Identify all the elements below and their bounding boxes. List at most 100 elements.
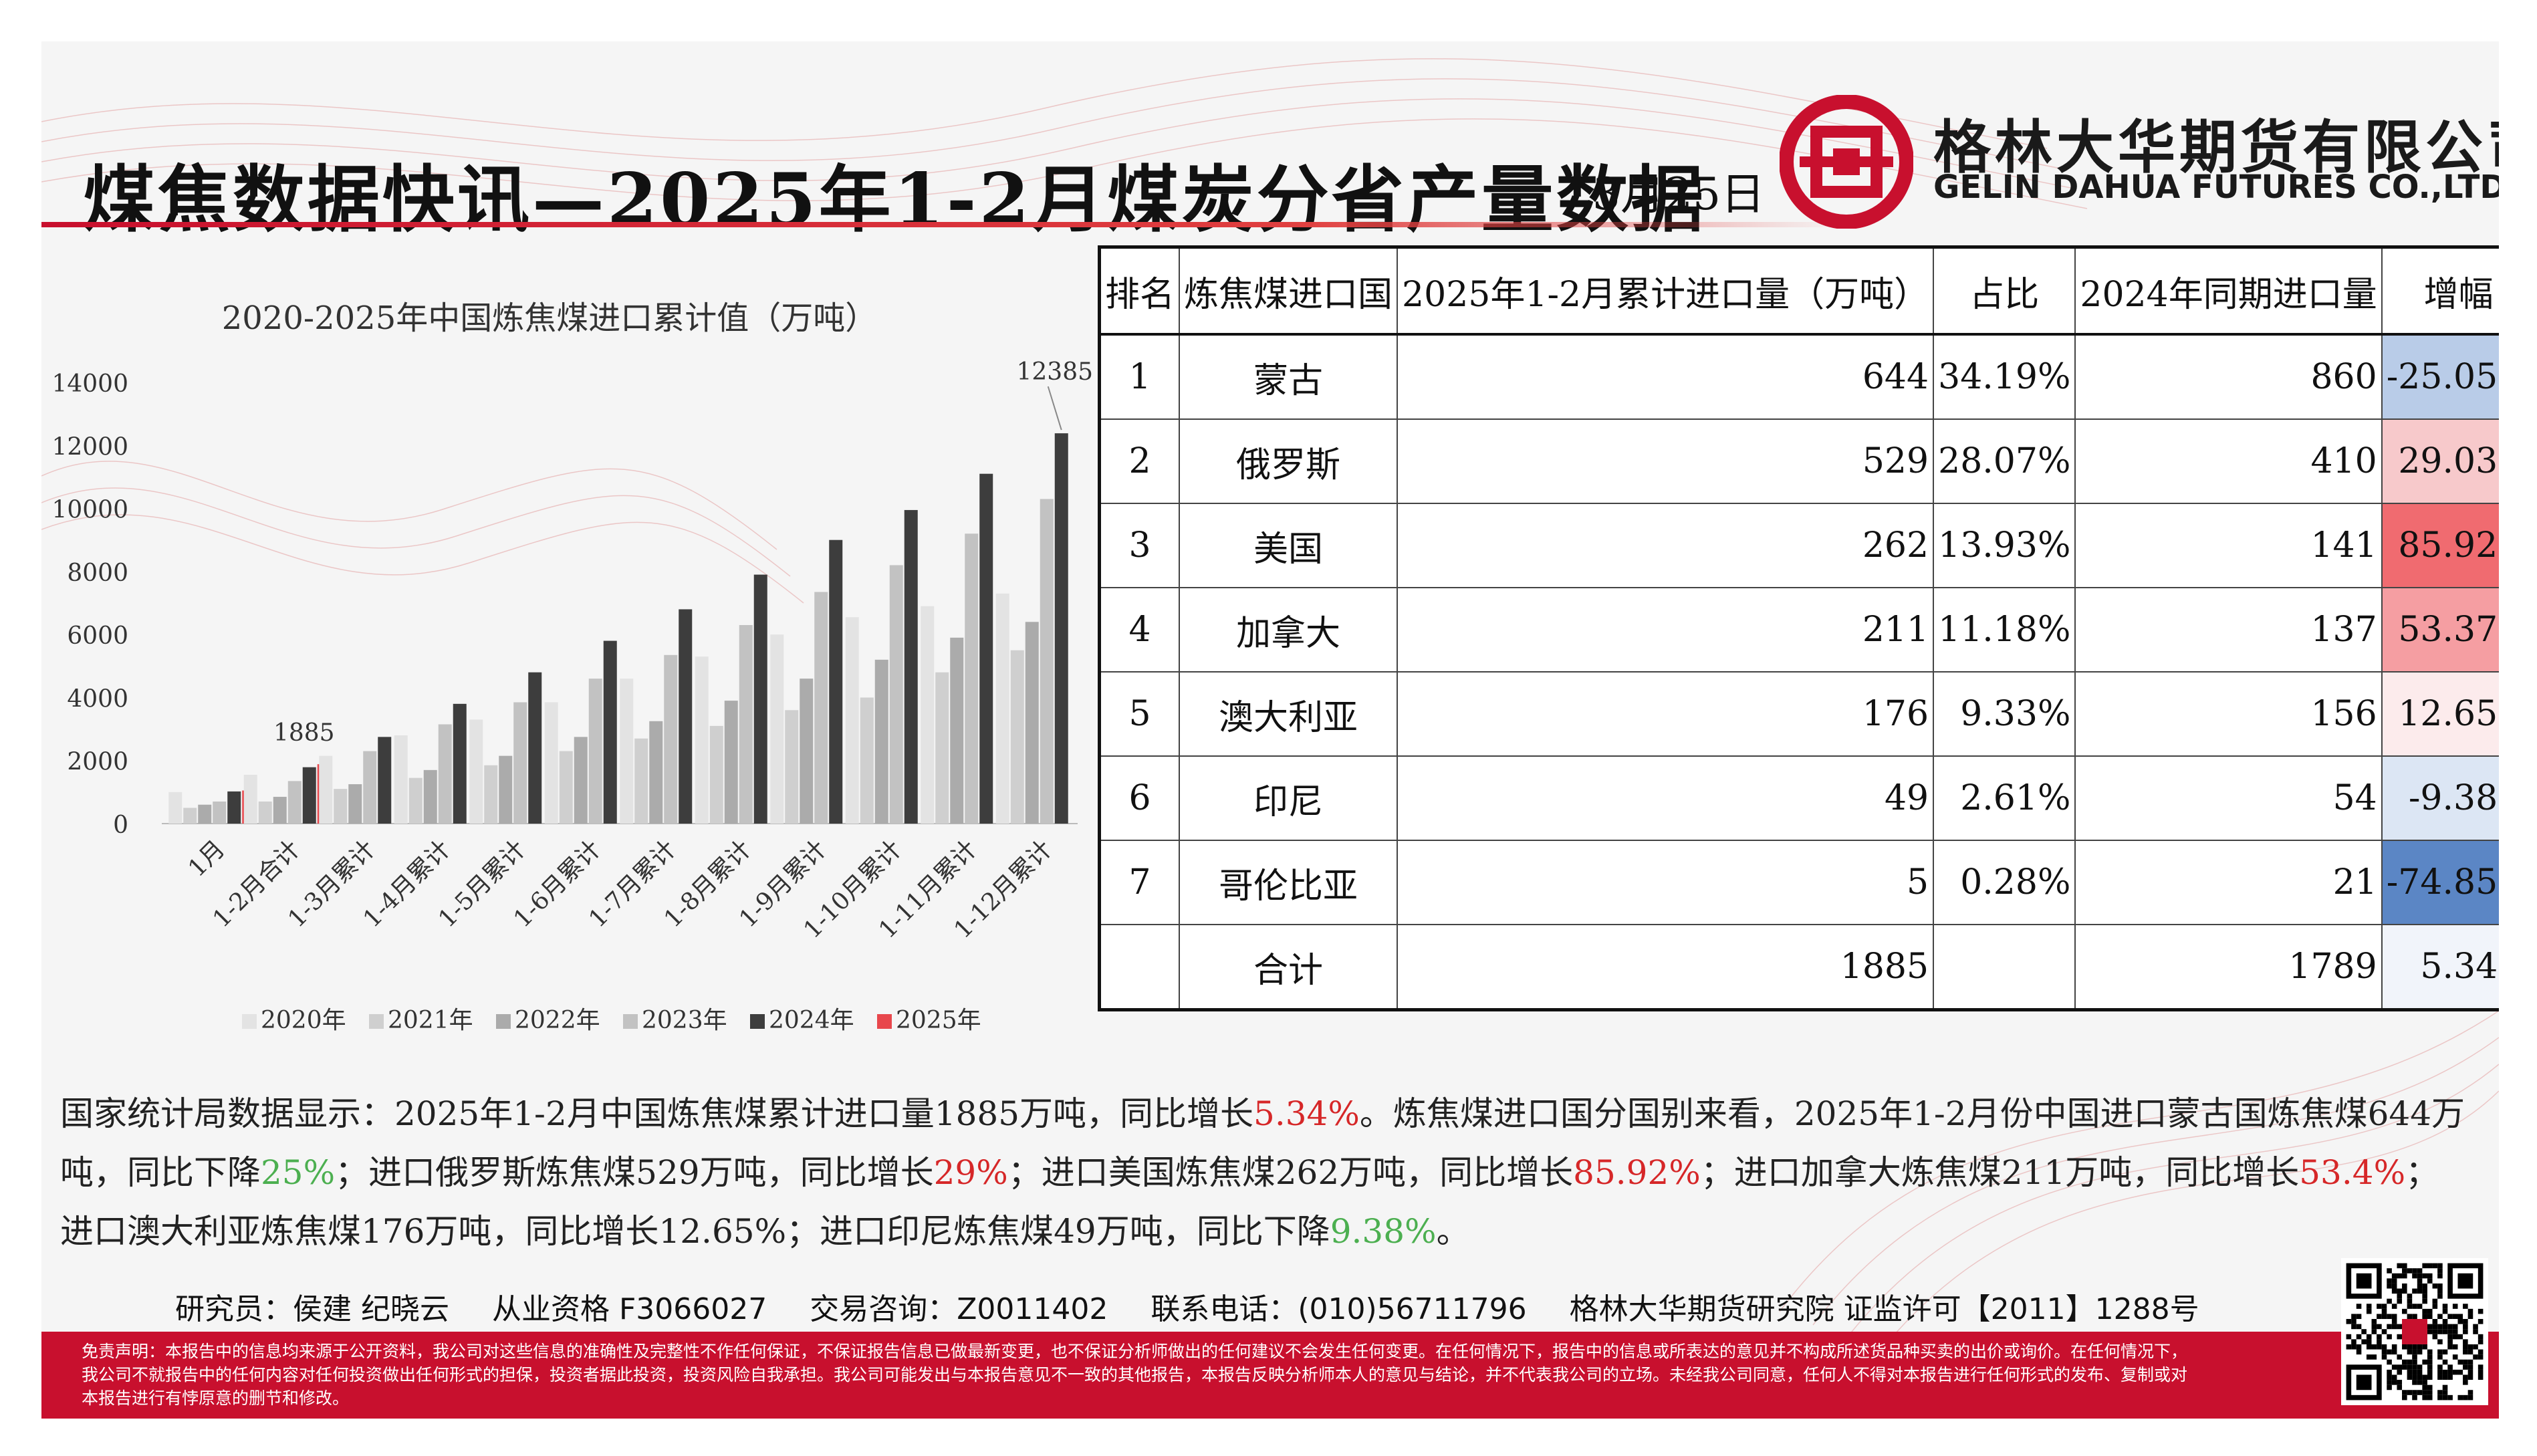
bar: [438, 724, 452, 824]
footer-license: 从业资格 F3066027: [492, 1292, 767, 1326]
summary-text: ；进口澳大利亚炼焦煤176万吨，同比增长12.65%；进口印尼炼焦煤49万吨，同…: [60, 1153, 2439, 1251]
legend-label: 2023年: [642, 1007, 727, 1034]
bar: [213, 802, 227, 824]
legend-swatch: [750, 1014, 765, 1029]
y-tick-label: 12000: [51, 433, 128, 461]
summary-text: ；进口俄罗斯炼焦煤529万吨，同比增长: [335, 1153, 934, 1192]
legend-swatch: [369, 1014, 384, 1029]
import-by-country-table: 排名 炼焦煤进口国 2025年1-2月累计进口量（万吨） 占比 2024年同期进…: [1098, 245, 2499, 1011]
bar: [574, 737, 588, 824]
leader-line: [1047, 386, 1062, 431]
cell-volume: 211: [1397, 587, 1935, 673]
y-tick-label: 0: [113, 812, 128, 839]
bar: [544, 702, 558, 824]
bar: [168, 792, 183, 824]
bar: [979, 473, 993, 824]
header-volume: 2025年1-2月累计进口量（万吨）: [1397, 246, 1935, 336]
bar: [394, 735, 408, 824]
bar: [1010, 650, 1024, 824]
bar: [513, 702, 527, 824]
bar: [334, 789, 348, 824]
cell-country: 美国: [1179, 503, 1399, 588]
header-share: 占比: [1933, 246, 2076, 336]
report-title: 煤焦数据快讯—2025年1-2月煤炭分省产量数据: [83, 158, 1706, 242]
x-tick-label: 1月: [183, 835, 231, 882]
report-date: 3月25日: [1592, 168, 1765, 220]
bar: [889, 565, 903, 824]
cell-growth: -9.38%: [2381, 755, 2499, 841]
summary-text: 。: [1436, 1212, 1470, 1251]
cell-prev-year: 54: [2074, 755, 2383, 841]
cell-growth: 85.92%: [2381, 503, 2499, 588]
cell-prev-year: 141: [2074, 503, 2383, 588]
bar: [664, 654, 678, 824]
bar: [845, 617, 859, 824]
cell-volume: 529: [1397, 418, 1935, 504]
bar: [528, 672, 542, 824]
footer-phone: 联系电话：(010)56711796: [1151, 1292, 1527, 1326]
bar: [649, 721, 663, 824]
bar: [348, 784, 362, 824]
footer-consult: 交易咨询：Z0011402: [810, 1292, 1108, 1326]
cell-rank: 4: [1098, 587, 1181, 673]
title-underline: [41, 222, 1846, 227]
summary-value-total: 5.34%: [1253, 1094, 1360, 1133]
cell-growth: -25.05%: [2381, 334, 2499, 420]
disclaimer-text: 免责声明：本报告中的信息均来源于公开资料，我公司对这些信息的准确性及完整性不作任…: [82, 1342, 2188, 1408]
cell-volume: 644: [1397, 334, 1935, 420]
cell-growth: 29.03%: [2381, 418, 2499, 504]
header-country: 炼焦煤进口国: [1179, 246, 1399, 336]
table-header-row: 排名 炼焦煤进口国 2025年1-2月累计进口量（万吨） 占比 2024年同期进…: [1098, 246, 2499, 336]
bar: [319, 755, 333, 824]
bar: [453, 703, 467, 824]
y-tick-label: 10000: [51, 497, 128, 524]
bar: [227, 791, 241, 824]
cell-share: 28.07%: [1933, 418, 2076, 504]
cell-rank: [1098, 924, 1181, 1011]
bar: [695, 656, 709, 824]
bar: [484, 765, 498, 824]
cell-share: 34.19%: [1933, 334, 2076, 420]
summary-text: ；进口加拿大炼焦煤211万吨，同比增长: [1700, 1153, 2300, 1192]
bar: [620, 679, 634, 824]
bar: [860, 697, 874, 824]
disclaimer-bar: 免责声明：本报告中的信息均来源于公开资料，我公司对这些信息的准确性及完整性不作任…: [41, 1332, 2499, 1419]
cell-volume: 1885: [1397, 924, 1935, 1011]
bar: [302, 767, 316, 824]
cell-volume: 5: [1397, 840, 1935, 925]
legend-label: 2020年: [261, 1007, 346, 1034]
bar: [183, 808, 197, 824]
bar: [469, 719, 483, 824]
header-prev-year: 2024年同期进口量: [2074, 246, 2383, 336]
chart-title: 2020-2025年中国炼焦煤进口累计值（万吨）: [222, 299, 878, 337]
summary-paragraph: 国家统计局数据显示：2025年1-2月中国炼焦煤累计进口量1885万吨，同比增长…: [60, 1084, 2467, 1261]
cell-country: 哥伦比亚: [1179, 840, 1399, 925]
summary-text: 国家统计局数据显示：2025年1-2月中国炼焦煤累计进口量1885万吨，同比增长: [60, 1094, 1254, 1133]
summary-value-russia: 29%: [933, 1153, 1008, 1192]
company-name-en: GELIN DAHUA FUTURES CO.,LTD.: [1933, 168, 2499, 206]
bar: [287, 781, 301, 824]
bar: [785, 710, 799, 824]
bar: [709, 725, 723, 824]
company-logo-icon: [1780, 95, 1913, 229]
bar: [363, 751, 377, 824]
bar: [634, 738, 648, 824]
bar: [243, 774, 257, 824]
bar: [935, 672, 949, 824]
cell-country: 俄罗斯: [1179, 418, 1399, 504]
bar: [724, 701, 738, 824]
cell-share: 9.33%: [1933, 671, 2076, 757]
cell-country: 印尼: [1179, 755, 1399, 841]
cell-rank: 1: [1098, 334, 1181, 420]
legend-label: 2022年: [515, 1007, 600, 1034]
bar: [258, 802, 272, 824]
cell-rank: 7: [1098, 840, 1181, 925]
bar: [739, 625, 753, 824]
cell-growth: -74.85%: [2381, 840, 2499, 925]
cell-volume: 176: [1397, 671, 1935, 757]
